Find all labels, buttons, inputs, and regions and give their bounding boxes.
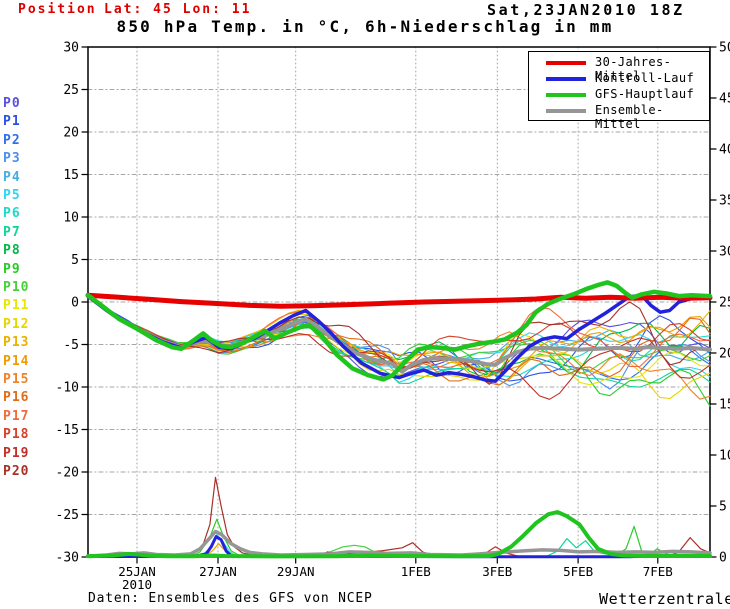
tick-label-date-3FEB: 3FEB [482,564,512,579]
ensemble-member-label-p7: P7 [3,224,21,240]
legend-row-gfs-hauptlauf: GFS-Hauptlauf [529,87,709,102]
ensemble-member-label-p20: P20 [3,464,30,479]
legend-label-kontroll-lauf: Kontroll-Lauf [595,71,695,85]
brand-name: Wetterzentrale [599,590,730,608]
ensemble-member-label-p13: P13 [3,335,30,351]
tick-label-temp-25: 25 [63,83,79,98]
tick-label-precip-15: 15 [719,398,730,413]
temp-curve-mean30y [85,292,713,309]
legend-line-ensemble-mittel [546,109,586,113]
tick-label-temp-10: 10 [63,211,79,226]
tick-label-temp-20: 20 [63,126,79,141]
tick-label-precip-40: 40 [719,143,730,158]
position-value: Lat: 45 Lon: 11 [104,2,252,17]
ensemble-member-label-p5: P5 [3,188,21,203]
tick-label-temp--20: -20 [56,466,79,481]
legend-label-ensemble-mittel: Ensemble-Mittel [595,103,664,131]
legend-row-30-jahres-mittel: 30-Jahres-Mittel [529,55,709,83]
tick-label-precip-10: 10 [719,449,730,464]
tick-label-date-1FEB: 1FEB [401,564,431,579]
tick-sublabel-date-25JAN: 2010 [122,577,152,592]
tick-label-temp--10: -10 [56,381,79,396]
tick-label-temp--15: -15 [56,423,79,438]
ensemble-member-label-p8: P8 [3,243,21,259]
data-source-note: Daten: Ensembles des GFS von NCEP [88,591,373,606]
tick-label-precip-35: 35 [719,194,730,209]
ensemble-member-label-p2: P2 [3,132,21,148]
ensemble-member-label-p14: P14 [3,353,30,369]
precip-curve-member-spike-10 [665,537,711,558]
tick-label-precip-20: 20 [719,347,730,362]
legend-box: 30-Jahres-Mittel Kontroll-Lauf GFS-Haupt… [528,51,710,131]
precip-curve-p_ensmean [86,529,712,558]
legend-line-30-jahres-mittel [546,61,586,65]
tick-label-date-27JAN: 27JAN [199,564,237,579]
position-label: Position [18,2,97,17]
tick-label-precip-45: 45 [719,92,730,107]
tick-label-temp-30: 30 [63,41,79,56]
tick-label-date-29JAN: 29JAN [277,564,315,579]
tick-label-precip-30: 30 [719,245,730,260]
legend-line-gfs-hauptlauf [546,93,586,97]
ensemble-member-label-p10: P10 [3,280,30,295]
legend-line-kontroll-lauf [546,77,586,81]
tick-label-temp--30: -30 [56,551,79,566]
tick-label-date-5FEB: 5FEB [563,564,593,579]
ensemble-member-label-p12: P12 [3,316,30,332]
tick-label-temp-0: 0 [71,296,79,311]
ensemble-member-label-p16: P16 [3,390,30,406]
run-datetime: Sat,23JAN2010 18Z [487,1,685,19]
tick-label-precip-5: 5 [719,500,727,515]
tick-label-precip-25: 25 [719,296,730,311]
legend-row-kontroll-lauf: Kontroll-Lauf [529,71,709,86]
tick-label-precip-0: 0 [719,551,727,566]
chart-title: 850 hPa Temp. in °C, 6h-Niederschlag in … [116,17,614,36]
ensemble-member-label-p1: P1 [3,114,21,130]
ensemble-member-label-p0: P0 [3,96,21,111]
ensemble-member-label-p4: P4 [3,169,21,185]
tick-label-temp--5: -5 [63,338,79,353]
precip-curve-p_main [86,510,712,559]
legend-row-ensemble-mittel: Ensemble-Mittel [529,103,709,131]
tick-label-date-25JAN: 25JAN [118,564,156,579]
tick-label-date-7FEB: 7FEB [643,564,673,579]
ensemble-member-list: P0 P1 P2 P3 P4 P5 P6 P7 P8 P9 P10 P11 P12 P13 P14 P15 P1… [3,0,53,609]
tick-label-precip-50: 50 [719,41,730,56]
ensemble-member-label-p19: P19 [3,445,30,461]
ensemble-member-label-p17: P17 [3,408,30,424]
temp-curve-main [85,280,713,382]
tick-label-temp-5: 5 [71,253,79,268]
legend-label-30-jahres-mittel: 30-Jahres-Mittel [595,55,672,83]
ensemble-member-label-p9: P9 [3,261,21,277]
ensemble-member-label-p15: P15 [3,372,30,387]
ensemble-member-label-p11: P11 [3,298,30,314]
ensemble-member-label-p3: P3 [3,151,21,167]
tick-label-temp--25: -25 [56,508,79,523]
ensemble-member-label-p18: P18 [3,427,30,443]
legend-label-gfs-hauptlauf: GFS-Hauptlauf [595,87,695,101]
tick-label-temp-15: 15 [63,168,79,183]
ensemble-member-label-p6: P6 [3,206,21,222]
